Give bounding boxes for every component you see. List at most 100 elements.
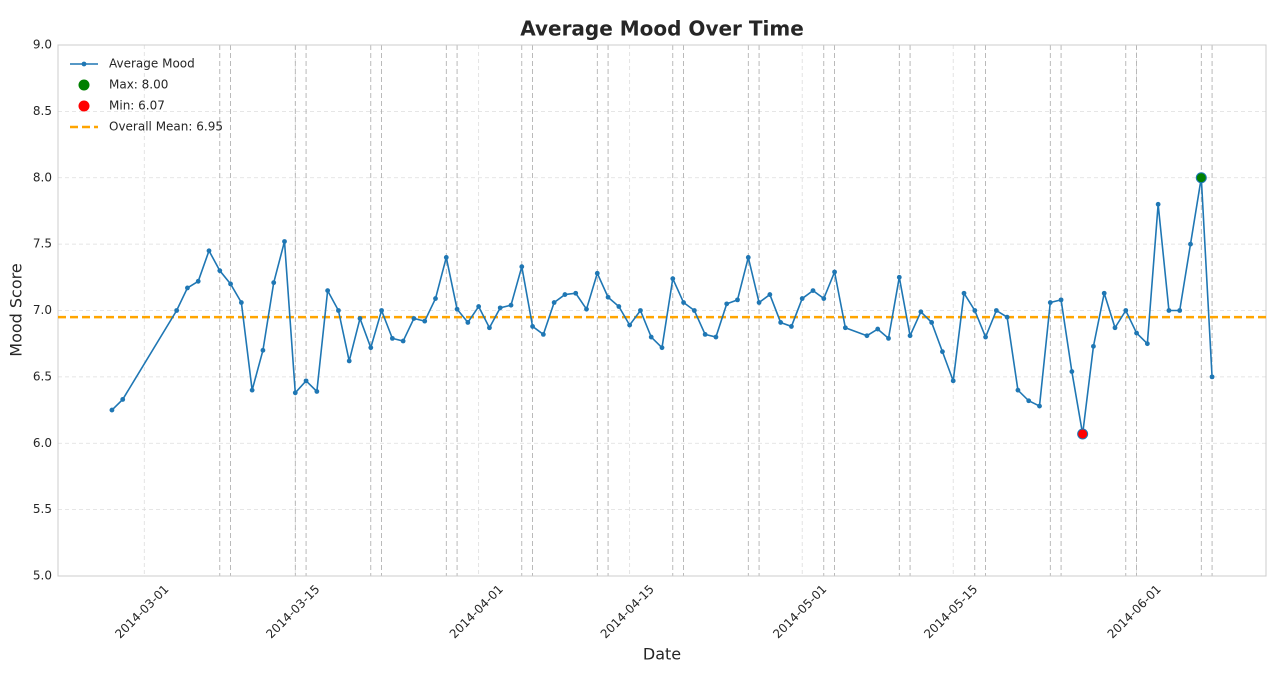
- point: [616, 304, 622, 309]
- extreme-point: [1077, 428, 1089, 440]
- plot-frame: [57, 44, 1267, 577]
- legend-swatch: [81, 61, 87, 67]
- point: [1155, 201, 1161, 207]
- point: [842, 325, 848, 331]
- chart-title: Average Mood Over Time: [520, 17, 804, 41]
- point: [961, 290, 967, 296]
- point: [1091, 343, 1096, 349]
- point: [411, 316, 417, 321]
- point: [238, 300, 244, 305]
- point: [562, 292, 568, 297]
- point: [325, 288, 331, 293]
- point: [433, 296, 438, 301]
- point: [1134, 330, 1139, 336]
- point: [950, 378, 956, 384]
- point: [584, 306, 589, 312]
- legend-label: Max: 8.00: [109, 78, 168, 92]
- point: [465, 320, 471, 325]
- point: [422, 318, 428, 324]
- point: [1037, 403, 1042, 409]
- point: [1112, 325, 1118, 331]
- point: [497, 305, 503, 311]
- point: [735, 297, 740, 303]
- point: [1069, 369, 1075, 374]
- x-axis-label: Date: [643, 645, 681, 664]
- point: [789, 324, 794, 329]
- point: [540, 331, 546, 337]
- point: [810, 288, 816, 293]
- point: [1101, 290, 1107, 296]
- point: [249, 387, 255, 393]
- point: [487, 325, 492, 331]
- point: [336, 308, 341, 313]
- y-tick-label: 9.0: [33, 38, 52, 52]
- y-tick-label: 5.0: [33, 569, 52, 583]
- y-tick-label: 6.0: [33, 436, 52, 450]
- point: [993, 308, 999, 313]
- point: [379, 308, 384, 313]
- point: [454, 306, 460, 312]
- point: [400, 338, 406, 344]
- point: [314, 389, 320, 394]
- point: [1188, 241, 1193, 247]
- point: [1004, 314, 1010, 320]
- point: [1015, 387, 1021, 393]
- point: [756, 300, 762, 305]
- point: [282, 239, 287, 244]
- point: [573, 290, 579, 296]
- point: [605, 294, 611, 300]
- y-tick-label: 6.5: [33, 369, 52, 383]
- point: [260, 347, 266, 353]
- point: [594, 270, 600, 276]
- point: [745, 255, 751, 260]
- point: [1058, 297, 1064, 303]
- legend-label: Overall Mean: 6.95: [109, 120, 223, 134]
- point: [519, 264, 525, 270]
- point: [185, 285, 190, 291]
- point: [702, 331, 708, 337]
- point: [972, 308, 978, 313]
- point: [713, 334, 719, 340]
- point: [670, 276, 676, 282]
- point: [875, 326, 881, 332]
- point: [1144, 341, 1150, 347]
- point: [443, 255, 449, 260]
- y-tick-label: 7.5: [33, 237, 52, 251]
- point: [389, 335, 395, 341]
- point: [174, 308, 180, 313]
- extreme-point: [1195, 172, 1207, 184]
- point: [832, 269, 837, 275]
- y-tick-label: 7.0: [33, 303, 52, 317]
- point: [886, 335, 891, 341]
- point: [1166, 308, 1172, 313]
- point: [821, 296, 827, 301]
- point: [508, 302, 514, 308]
- point: [659, 345, 665, 351]
- legend-swatch: [78, 100, 90, 112]
- point: [983, 334, 988, 340]
- point: [271, 280, 277, 286]
- legend-swatch: [78, 79, 90, 91]
- point: [627, 322, 633, 328]
- point: [1209, 374, 1215, 380]
- point: [940, 349, 945, 355]
- legend-label: Min: 6.07: [109, 99, 165, 113]
- legend-label: Average Mood: [109, 57, 195, 71]
- point: [346, 358, 352, 364]
- point: [864, 333, 870, 339]
- point: [1123, 308, 1129, 313]
- point: [476, 304, 482, 309]
- point: [799, 296, 805, 301]
- y-tick-label: 5.5: [33, 502, 52, 516]
- point: [206, 248, 212, 254]
- point: [195, 278, 201, 284]
- point: [368, 345, 374, 351]
- y-axis-label: Mood Score: [7, 263, 26, 356]
- y-tick-label: 8.5: [33, 104, 52, 118]
- point: [109, 407, 115, 413]
- point: [357, 316, 363, 321]
- point: [217, 268, 223, 274]
